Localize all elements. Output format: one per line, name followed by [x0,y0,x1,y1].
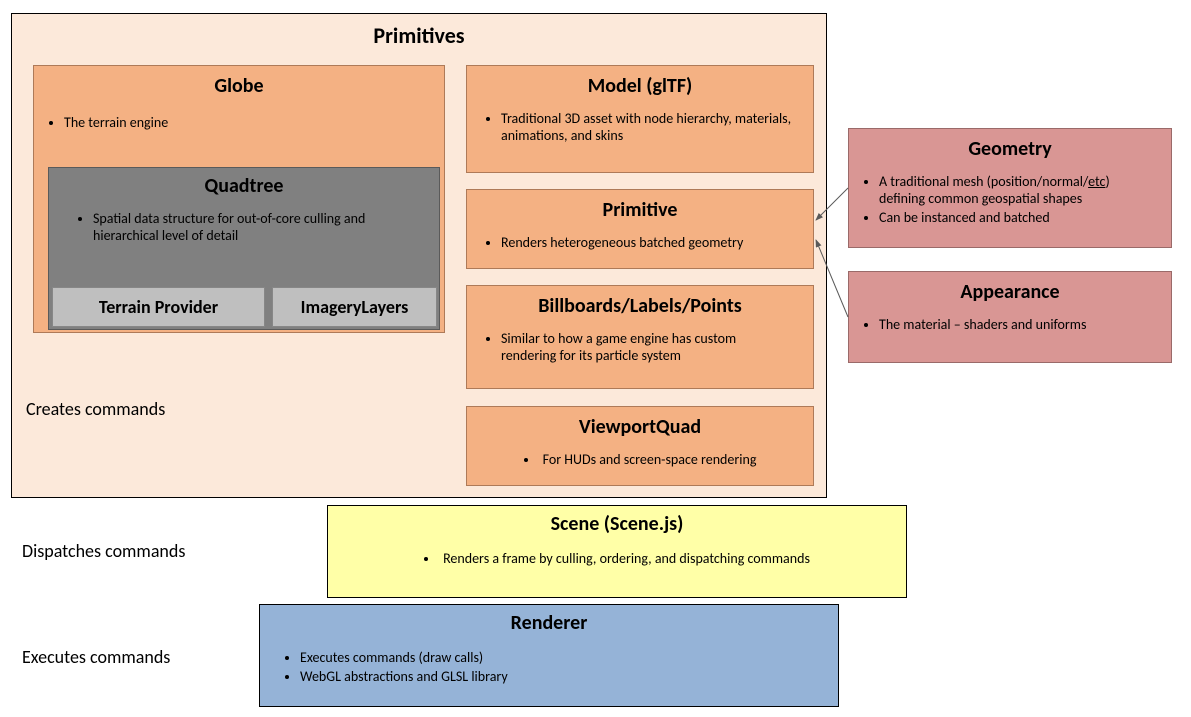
globe-title: Globe [34,66,444,98]
geometry-box: Geometry A traditional mesh (position/no… [848,128,1172,248]
renderer-title: Renderer [260,605,838,635]
dispatches-commands-label: Dispatches commands [22,540,185,562]
executes-commands-label: Executes commands [22,646,170,668]
model-title: Model (glTF) [467,66,813,98]
billboards-box: Billboards/Labels/Points Similar to how … [466,285,814,389]
viewport-bullet: For HUDs and screen-space rendering [467,451,813,468]
scene-title: Scene (Scene.js) [328,506,906,536]
quadtree-title: Quadtree [49,168,439,198]
geometry-bullet1: A traditional mesh (position/normal/etc)… [879,173,1155,207]
model-bullet: Traditional 3D asset with node hierarchy… [501,110,793,144]
renderer-bullet2: WebGL abstractions and GLSL library [300,668,838,685]
primitive-title: Primitive [467,190,813,222]
scene-box: Scene (Scene.js) Renders a frame by cull… [327,505,907,598]
globe-bullet: The terrain engine [64,114,444,131]
primitive-box: Primitive Renders heterogeneous batched … [466,189,814,269]
primitives-title: Primitives [12,14,826,49]
geometry-title: Geometry [849,129,1171,161]
imagery-layers-box: ImageryLayers [272,287,437,327]
creates-commands-label: Creates commands [26,398,165,420]
terrain-provider-title: Terrain Provider [99,296,218,318]
viewport-box: ViewportQuad For HUDs and screen-space r… [466,406,814,486]
renderer-bullet1: Executes commands (draw calls) [300,649,838,666]
billboards-title: Billboards/Labels/Points [467,286,813,318]
scene-bullet: Renders a frame by culling, ordering, an… [328,550,906,567]
appearance-bullet: The material – shaders and uniforms [879,316,1155,333]
appearance-box: Appearance The material – shaders and un… [848,271,1172,363]
terrain-provider-box: Terrain Provider [52,287,265,327]
billboards-bullet: Similar to how a game engine has custom … [501,330,793,364]
imagery-layers-title: ImageryLayers [301,296,409,318]
geometry-bullet2: Can be instanced and batched [879,209,1155,226]
appearance-title: Appearance [849,272,1171,304]
renderer-box: Renderer Executes commands (draw calls) … [259,604,839,707]
primitive-bullet: Renders heterogeneous batched geometry [501,234,793,251]
viewport-title: ViewportQuad [467,407,813,439]
quadtree-bullet: Spatial data structure for out-of-core c… [93,210,419,244]
model-box: Model (glTF) Traditional 3D asset with n… [466,65,814,173]
